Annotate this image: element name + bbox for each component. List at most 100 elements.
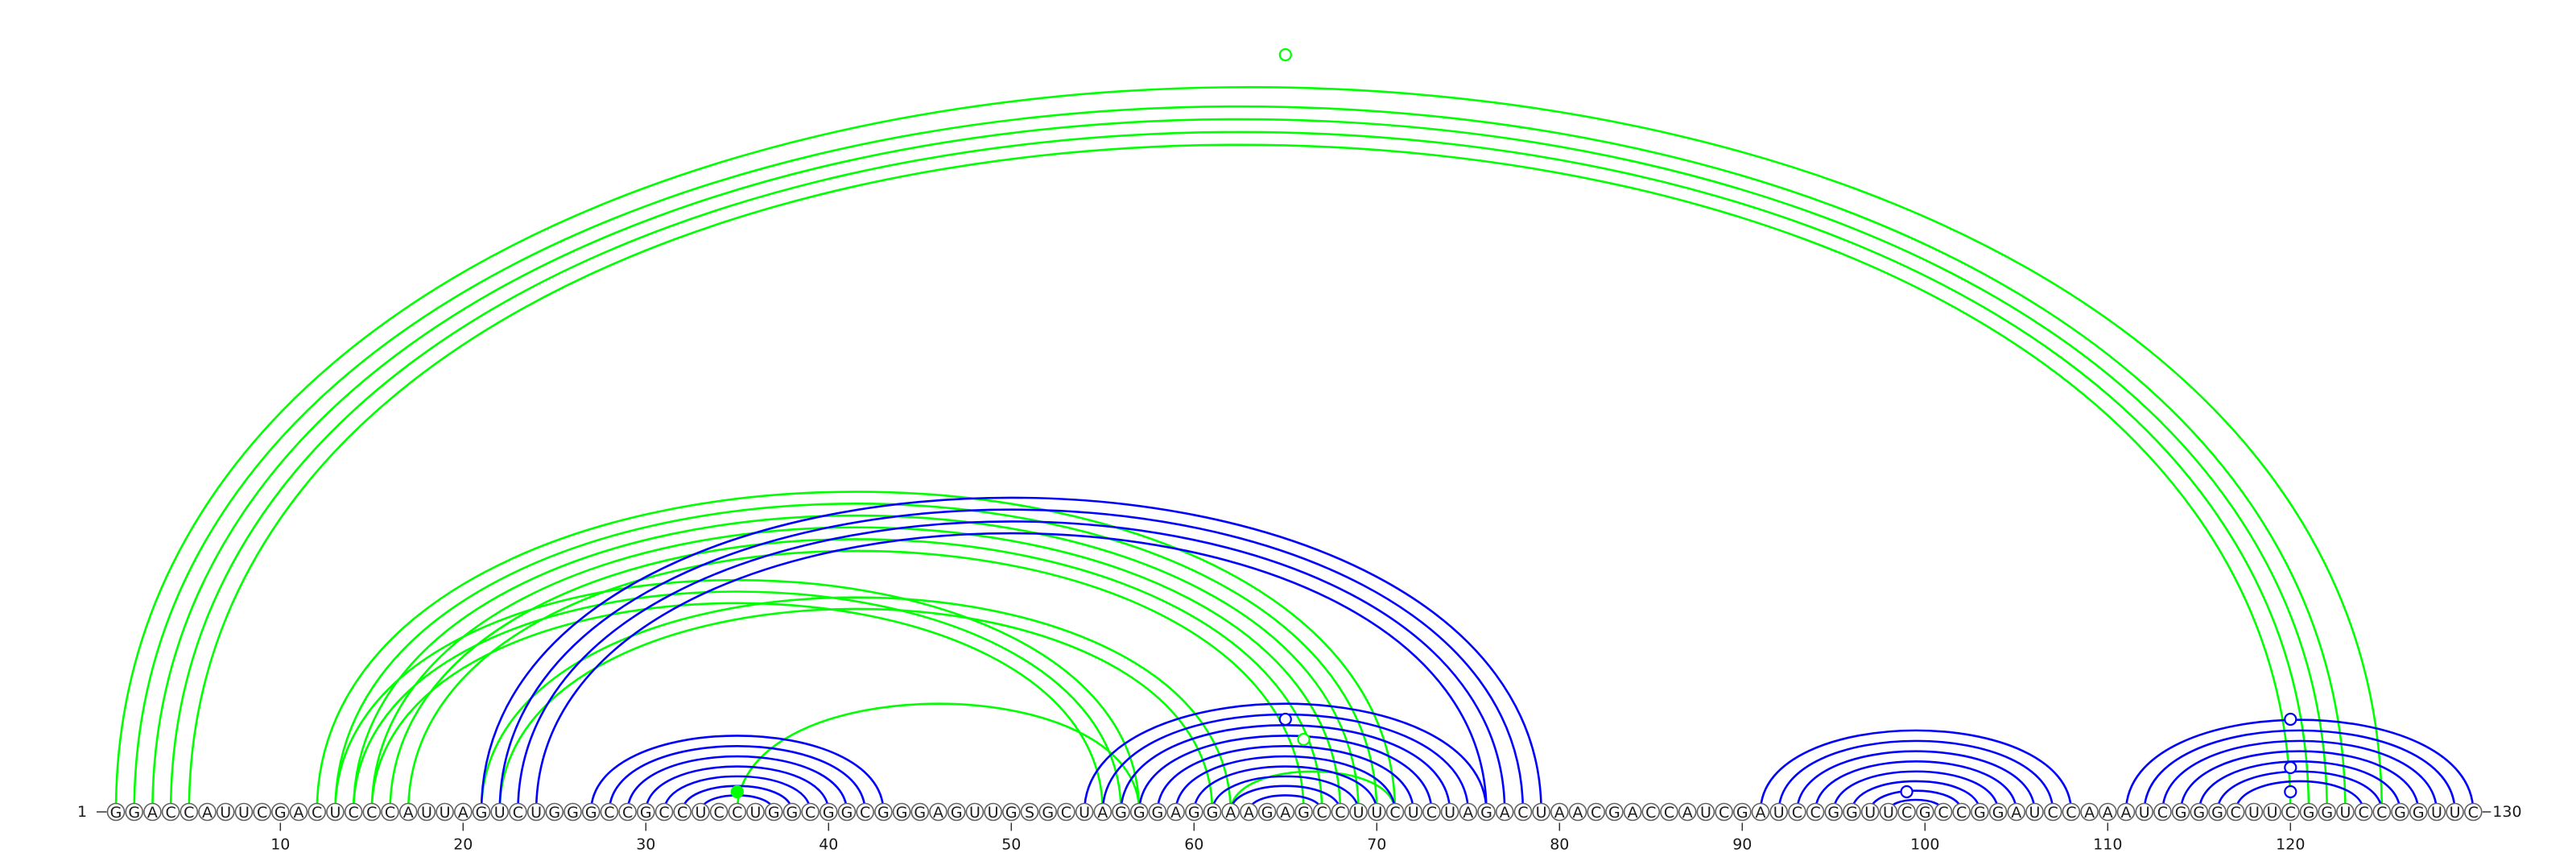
base-pair-arc-blue	[2124, 718, 2475, 813]
nucleotide-letter: G	[1298, 804, 1310, 822]
nucleotide-circle	[1751, 802, 1770, 822]
nucleotide-circle	[1112, 802, 1130, 822]
nucleotide: G	[2208, 802, 2227, 822]
nucleotide-circle	[746, 802, 765, 822]
nucleotide-circle	[2007, 802, 2026, 822]
axis-tick-label: 100	[1910, 836, 1939, 854]
nucleotide: C	[1934, 802, 1953, 822]
nucleotide-letter: A	[2103, 804, 2113, 822]
nucleotide-circle	[2080, 802, 2099, 822]
nucleotide: C	[673, 802, 692, 822]
nucleotide-circle	[2190, 802, 2209, 822]
nucleotide-circle	[2464, 802, 2483, 822]
nucleotide-letter: G	[2193, 804, 2205, 822]
nucleotide: G	[472, 802, 491, 822]
nucleotide-circle	[398, 802, 418, 822]
nucleotide: A	[398, 802, 418, 822]
base-pair-arc-blue	[2234, 780, 2365, 813]
nucleotide: A	[1459, 802, 1478, 822]
nucleotide-circle	[1331, 802, 1350, 822]
nucleotide-letter: G	[2394, 804, 2406, 822]
nucleotide-letter: A	[294, 804, 304, 822]
nucleotide-letter: G	[1042, 804, 1054, 822]
nucleotide-circle	[1002, 802, 1021, 822]
base-pair-arc-blue	[2216, 770, 2384, 813]
nucleotide-letter: C	[1956, 804, 1967, 822]
nucleotide-letter: G	[1005, 804, 1018, 822]
nucleotide-letter: C	[604, 804, 614, 822]
nucleotide-circle	[1769, 802, 1788, 822]
nucleotide-letter: C	[622, 804, 633, 822]
nucleotide: A	[198, 802, 217, 822]
nucleotide-letter: A	[1225, 804, 1236, 822]
nucleotide: G	[1824, 802, 1843, 822]
nucleotide-letter: G	[128, 804, 140, 822]
nucleotide: G	[2409, 802, 2428, 822]
nucleotide-letter: G	[2175, 804, 2187, 822]
nucleotide-letter: U	[988, 804, 999, 822]
nucleotide-circle	[1952, 802, 1971, 822]
nucleotide-circle	[2116, 802, 2136, 822]
nucleotide-letter: G	[1207, 804, 1219, 822]
nucleotide-letter: G	[841, 804, 853, 822]
axis-tick-label: 40	[819, 836, 838, 854]
nucleotide-circle	[453, 802, 473, 822]
nucleotide: C	[600, 802, 619, 822]
nucleotide-letter: G	[1480, 804, 1492, 822]
nucleotide: A	[2116, 802, 2136, 822]
nucleotide-circle	[1788, 802, 1806, 822]
nucleotide-letter: A	[2011, 804, 2021, 822]
nucleotide-letter: A	[403, 804, 414, 822]
nucleotide: U	[490, 802, 510, 822]
nucleotide: U	[2244, 802, 2264, 822]
nucleotide: U	[1532, 802, 1550, 822]
nucleotide: C	[1331, 802, 1350, 822]
nucleotide-circle	[1513, 802, 1533, 822]
nucleotide-letter: C	[366, 804, 377, 822]
nucleotide-circle	[1843, 802, 1861, 822]
nucleotide: U	[1440, 802, 1459, 822]
nucleotide-circle	[1696, 802, 1715, 822]
axis-tick-label: 120	[2276, 836, 2305, 854]
nucleotide: A	[1221, 802, 1240, 822]
base-pair-arc-green	[370, 602, 1104, 813]
nucleotide: C	[2464, 802, 2483, 822]
nucleotide-circle	[326, 802, 345, 822]
nucleotide-circle	[1459, 802, 1478, 822]
nucleotide: A	[453, 802, 473, 822]
nucleotide: C	[362, 802, 382, 822]
nucleotide: U	[326, 802, 345, 822]
nucleotide: G	[1843, 802, 1861, 822]
nucleotide: U	[984, 802, 1002, 822]
nucleotide-circle	[782, 802, 802, 822]
nucleotide-letter: G	[951, 804, 963, 822]
nucleotide-letter: U	[1079, 804, 1090, 822]
nucleotide: C	[1422, 802, 1441, 822]
nucleotide-circle	[636, 802, 655, 822]
nucleotide-circle	[1404, 802, 1422, 822]
base-pair-arc-blue	[535, 532, 1488, 813]
nucleotide: G	[1477, 802, 1496, 822]
nucleotide-circle	[381, 802, 399, 822]
sequence-end-label: 130	[2492, 803, 2521, 821]
nucleotide: C	[1952, 802, 1971, 822]
nucleotide-circle	[2318, 802, 2336, 822]
base-pair-arc-blue	[589, 735, 885, 813]
nucleotide-letter: G	[476, 804, 488, 822]
nucleotide-letter: U	[530, 804, 542, 822]
nucleotide: U	[1696, 802, 1715, 822]
nucleotide: A	[2099, 802, 2117, 822]
nucleotide-circle	[1660, 802, 1678, 822]
axis-tick-label: 30	[636, 836, 655, 854]
nucleotide-letter: G	[2321, 804, 2333, 822]
nucleotide-letter: G	[1827, 804, 1839, 822]
nucleotide-circle	[984, 802, 1002, 822]
nucleotide-circle	[2062, 802, 2081, 822]
nucleotide-letter: C	[677, 804, 687, 822]
nucleotide: A	[1495, 802, 1514, 822]
nucleotide-letter: A	[1554, 804, 1565, 822]
base-pair-arc-green	[151, 118, 2328, 813]
nucleotide-letter: A	[1756, 804, 1766, 822]
base-pair-arc-green	[352, 514, 1360, 813]
nucleotide-letter: G	[2303, 804, 2315, 822]
